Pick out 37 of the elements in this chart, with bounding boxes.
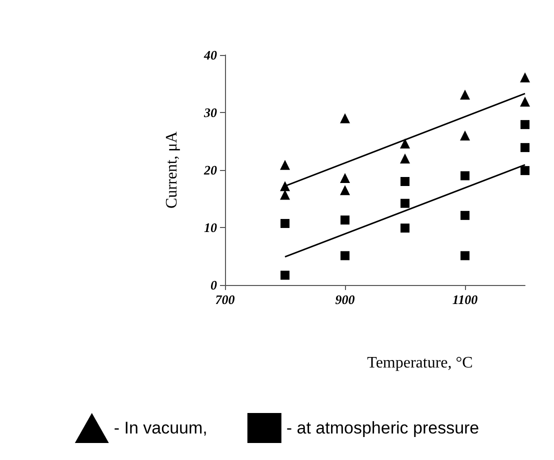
point: [280, 160, 290, 170]
point: [280, 270, 290, 280]
point: [400, 138, 410, 149]
point: [400, 198, 410, 208]
point: [340, 185, 350, 196]
point: [340, 113, 350, 124]
x-tick-label: 1100: [452, 292, 478, 307]
y-tick-label: 20: [203, 162, 218, 178]
point: [400, 154, 410, 164]
legend-label: - In vacuum,: [114, 418, 208, 438]
point: [520, 120, 530, 130]
point: [280, 181, 290, 192]
point: [520, 72, 530, 82]
point: [460, 171, 470, 180]
point: [340, 216, 350, 225]
point: [520, 166, 530, 176]
legend-label: - at atmospheric pressure: [286, 418, 480, 438]
x-tick-label: 700: [215, 292, 236, 307]
point: [400, 224, 410, 233]
point: [340, 173, 350, 184]
y-tick-label: 0: [210, 278, 218, 292]
x-axis-title: Temperature, °C: [367, 354, 473, 372]
point: [400, 177, 410, 186]
y-tick-label: 30: [203, 105, 218, 120]
point: [340, 251, 350, 260]
point: [460, 130, 470, 140]
point: [460, 210, 470, 220]
x-tick-label: 900: [335, 292, 356, 307]
y-tick-label: 40: [203, 48, 218, 62]
point: [460, 251, 470, 260]
point: [520, 143, 530, 152]
point: [280, 218, 290, 228]
point: [280, 190, 290, 200]
point: [460, 90, 470, 100]
y-tick-label: 10: [204, 220, 218, 235]
point: [520, 96, 530, 107]
y-axis-title: Current, μA: [164, 131, 180, 209]
